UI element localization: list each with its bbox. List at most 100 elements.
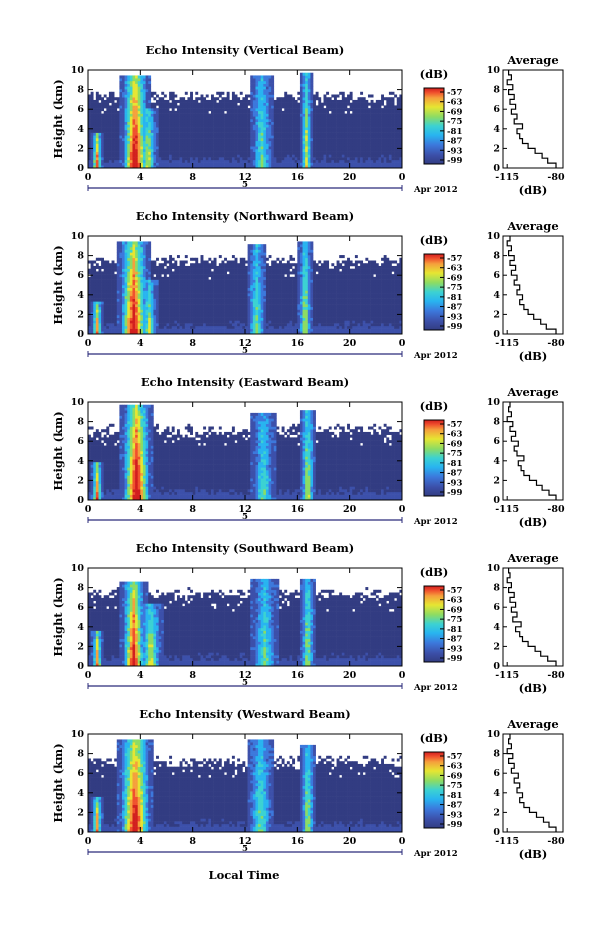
- heatmap-cell: [219, 301, 222, 304]
- heatmap-cell: [146, 299, 149, 302]
- heatmap-cell: [114, 149, 117, 152]
- heatmap-cell: [221, 100, 224, 103]
- heatmap-cell: [138, 95, 141, 98]
- heatmap-cell: [167, 163, 170, 166]
- heatmap-cell: [172, 97, 175, 100]
- heatmap-cell: [132, 252, 135, 255]
- heatmap-cell: [172, 157, 175, 160]
- heatmap-cell: [151, 103, 154, 106]
- heatmap-cell: [227, 274, 230, 277]
- heatmap-cell: [211, 299, 214, 302]
- heatmap-cell: [143, 97, 146, 100]
- heatmap-cell: [206, 323, 209, 326]
- heatmap-cell: [208, 130, 211, 133]
- heatmap-cell: [177, 105, 180, 108]
- heatmap-cell: [130, 318, 133, 321]
- heatmap-cell: [365, 152, 368, 155]
- heatmap-cell: [313, 100, 316, 103]
- heatmap-cell: [326, 111, 329, 114]
- heatmap-cell: [221, 315, 224, 318]
- heatmap-cell: [132, 133, 135, 136]
- heatmap-cell: [326, 163, 329, 166]
- heatmap-cell: [255, 130, 258, 133]
- heatmap-cell: [135, 304, 138, 307]
- heatmap-cell: [271, 81, 274, 84]
- heatmap-cell: [104, 285, 107, 288]
- heatmap-cell: [98, 258, 101, 261]
- heatmap-cell: [240, 152, 243, 155]
- heatmap-cell: [164, 277, 167, 280]
- heatmap-cell: [159, 280, 162, 283]
- heatmap-cell: [153, 108, 156, 111]
- heatmap-cell: [229, 315, 232, 318]
- heatmap-cell: [135, 114, 138, 117]
- heatmap-cell: [122, 97, 125, 100]
- heatmap-cell: [310, 127, 313, 130]
- heatmap-cell: [355, 130, 358, 133]
- heatmap-cell: [167, 320, 170, 323]
- heatmap-cell: [263, 122, 266, 125]
- heatmap-cell: [224, 100, 227, 103]
- heatmap-cell: [355, 141, 358, 144]
- heatmap-cell: [378, 144, 381, 147]
- heatmap-cell: [177, 271, 180, 274]
- heatmap-cell: [177, 299, 180, 302]
- heatmap-cell: [284, 122, 287, 125]
- heatmap-cell: [308, 103, 311, 106]
- heatmap-cell: [310, 103, 313, 106]
- heatmap-cell: [143, 144, 146, 147]
- heatmap-cell: [206, 304, 209, 307]
- heatmap-cell: [201, 138, 204, 141]
- heatmap-cell: [376, 116, 379, 119]
- heatmap-cell: [313, 160, 316, 163]
- heatmap-cell: [384, 149, 387, 152]
- heatmap-cell: [125, 144, 128, 147]
- heatmap-cell: [310, 133, 313, 136]
- heatmap-cell: [258, 81, 261, 84]
- heatmap-cell: [148, 86, 151, 89]
- heatmap-cell: [109, 293, 112, 296]
- heatmap-cell: [292, 138, 295, 141]
- heatmap-cell: [227, 310, 230, 313]
- heatmap-cell: [321, 157, 324, 160]
- heatmap-cell: [169, 290, 172, 293]
- heatmap-cell: [146, 326, 149, 329]
- heatmap-cell: [143, 78, 146, 81]
- heatmap-cell: [101, 282, 104, 285]
- heatmap-cell: [96, 307, 99, 310]
- heatmap-cell: [329, 138, 332, 141]
- heatmap-cell: [198, 266, 201, 269]
- heatmap-cell: [193, 160, 196, 163]
- heatmap-cell: [392, 122, 395, 125]
- heatmap-cell: [206, 263, 209, 266]
- heatmap-cell: [101, 130, 104, 133]
- heatmap-cell: [248, 135, 251, 138]
- heatmap-cell: [392, 160, 395, 163]
- heatmap-cell: [392, 108, 395, 111]
- heatmap-cell: [232, 320, 235, 323]
- heatmap-cell: [276, 108, 279, 111]
- heatmap-cell: [195, 304, 198, 307]
- heatmap-cell: [114, 127, 117, 130]
- heatmap-cell: [114, 280, 117, 283]
- heatmap-cell: [358, 135, 361, 138]
- heatmap-cell: [282, 154, 285, 157]
- heatmap-cell: [119, 105, 122, 108]
- heatmap-cell: [122, 290, 125, 293]
- heatmap-cell: [300, 124, 303, 127]
- heatmap-cell: [127, 119, 130, 122]
- heatmap-cell: [98, 114, 101, 117]
- heatmap-cell: [324, 108, 327, 111]
- heatmap-cell: [98, 296, 101, 299]
- heatmap-cell: [248, 95, 251, 98]
- heatmap-cell: [224, 290, 227, 293]
- heatmap-cell: [384, 108, 387, 111]
- x-tick-label: 20: [343, 172, 357, 183]
- heatmap-cell: [289, 152, 292, 155]
- heatmap-cell: [190, 299, 193, 302]
- heatmap-cell: [130, 111, 133, 114]
- heatmap-cell: [151, 263, 154, 266]
- heatmap-cell: [146, 141, 149, 144]
- heatmap-cell: [208, 299, 211, 302]
- heatmap-cell: [308, 157, 311, 160]
